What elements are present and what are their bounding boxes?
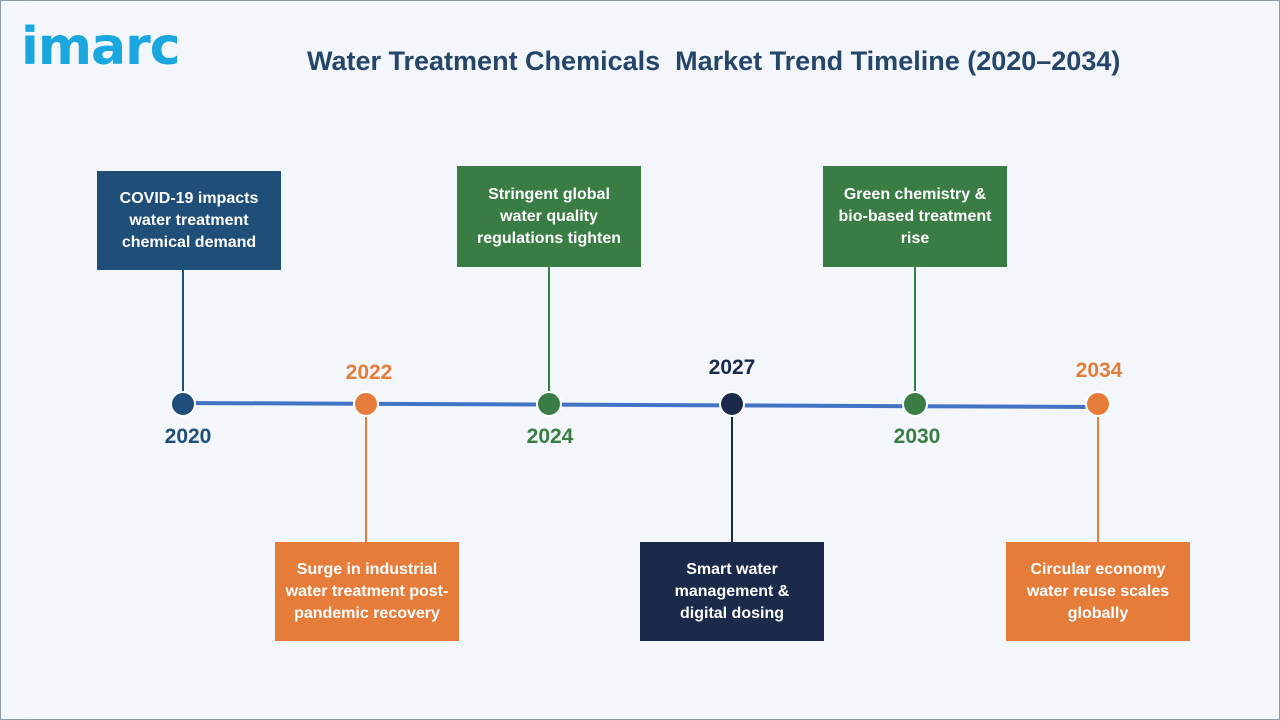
milestone-year-2027: 2027: [708, 356, 756, 379]
milestone-text-2034: Circular economy water reuse scales glob…: [1026, 560, 1170, 622]
milestone-box-2024: Stringent global water quality regulatio…: [457, 166, 641, 267]
milestone-year-2034: 2034: [1075, 359, 1123, 382]
timeline-marker-2030: [902, 391, 928, 417]
milestone-text-2022: Surge in industrial water treatment post…: [285, 560, 449, 622]
milestone-year-2030: 2030: [893, 425, 941, 448]
milestone-text-2020: COVID-19 impacts water treatment chemica…: [119, 189, 259, 251]
timeline-marker-2024: [536, 391, 562, 417]
milestone-year-2022: 2022: [345, 361, 393, 384]
timeline-marker-2022: [353, 391, 379, 417]
milestone-box-2022: Surge in industrial water treatment post…: [275, 542, 459, 641]
milestone-year-2024: 2024: [526, 425, 574, 448]
page-title: Water Treatment Chemicals Market Trend T…: [307, 46, 1121, 76]
milestone-box-2027: Smart water management & digital dosing: [640, 542, 824, 641]
milestone-year-2020: 2020: [164, 425, 212, 448]
timeline-marker-2020: [170, 391, 196, 417]
milestone-box-2034: Circular economy water reuse scales glob…: [1006, 542, 1190, 641]
imarc-logo: imarc: [21, 17, 181, 77]
milestone-box-2030: Green chemistry & bio-based treatment ri…: [823, 166, 1007, 267]
milestone-text-2024: Stringent global water quality regulatio…: [477, 185, 621, 247]
timeline-marker-2027: [719, 391, 745, 417]
milestone-text-2027: Smart water management & digital dosing: [674, 560, 790, 622]
milestone-box-2020: COVID-19 impacts water treatment chemica…: [97, 171, 281, 270]
timeline-axis: [182, 401, 1099, 409]
timeline-marker-2034: [1085, 391, 1111, 417]
milestone-text-2030: Green chemistry & bio-based treatment ri…: [838, 185, 992, 247]
